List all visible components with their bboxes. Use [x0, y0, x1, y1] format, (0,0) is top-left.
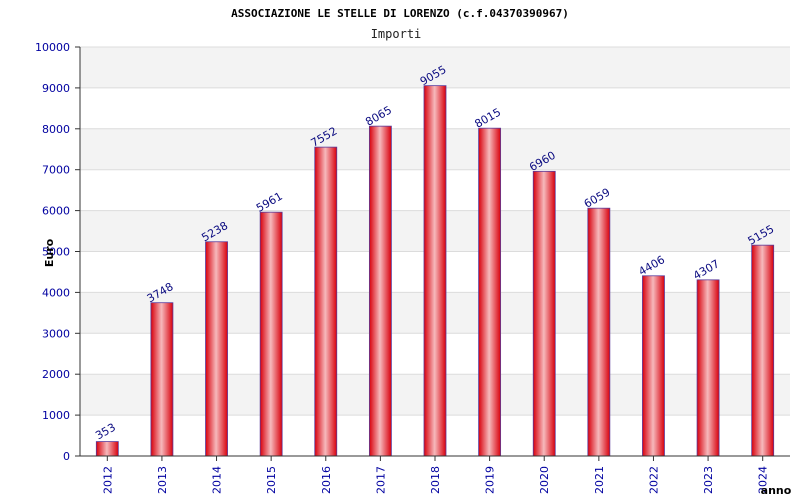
y-tick-label: 3000: [42, 327, 70, 340]
bar: [150, 302, 174, 457]
y-tick-label: 5000: [42, 246, 70, 259]
bar: [368, 125, 392, 457]
x-tick-label: 2024: [757, 466, 770, 494]
y-tick-label: 10000: [35, 41, 70, 54]
x-tick-label: 2018: [429, 466, 442, 494]
x-tick-label: 2013: [156, 466, 169, 494]
bars: [95, 85, 775, 457]
bar: [751, 244, 775, 457]
y-tick-label: 2000: [42, 368, 70, 381]
y-tick-label: 1000: [42, 409, 70, 422]
y-tick-label: 4000: [42, 286, 70, 299]
x-tick-label: 2012: [101, 466, 114, 494]
x-tick-label: 2017: [374, 466, 387, 494]
bar: [642, 275, 665, 457]
chart-title: ASSOCIAZIONE LE STELLE DI LORENZO (c.f.0…: [231, 7, 569, 20]
y-tick-label: 8000: [42, 123, 70, 136]
x-tick-label: 2022: [647, 466, 660, 494]
y-tick-label: 9000: [42, 82, 70, 95]
y-tick-label: 7000: [42, 164, 70, 177]
y-axis-label: Euro: [43, 238, 56, 267]
bar: [314, 146, 338, 457]
y-tick-label: 6000: [42, 205, 70, 218]
bar: [205, 241, 228, 457]
x-tick-label: 2014: [211, 466, 224, 494]
y-tick-label: 0: [63, 450, 70, 463]
chart-subtitle: Importi: [371, 27, 422, 41]
x-axis-label: anno: [761, 484, 792, 497]
x-tick-label: 2023: [702, 466, 715, 494]
bar: [696, 279, 720, 457]
x-tick-label: 2015: [265, 466, 278, 494]
bar: [587, 207, 611, 457]
plot-band: [80, 47, 790, 88]
bar: [259, 211, 283, 457]
x-axis-ticks: 2012 2013 2014 2015 2016 2017 2018 2019 2020 2021…: [101, 456, 770, 494]
y-axis-ticks: 0 1000 2000 3000 4000 5000 6000 7000 8000 9000 100…: [35, 41, 80, 463]
x-tick-label: 2020: [538, 466, 551, 494]
bar: [423, 85, 447, 457]
bar: [478, 127, 502, 457]
x-tick-label: 2019: [484, 466, 497, 494]
bar: [95, 441, 119, 457]
x-tick-label: 2016: [320, 466, 333, 494]
bar: [532, 170, 556, 457]
x-tick-label: 2021: [593, 466, 606, 494]
